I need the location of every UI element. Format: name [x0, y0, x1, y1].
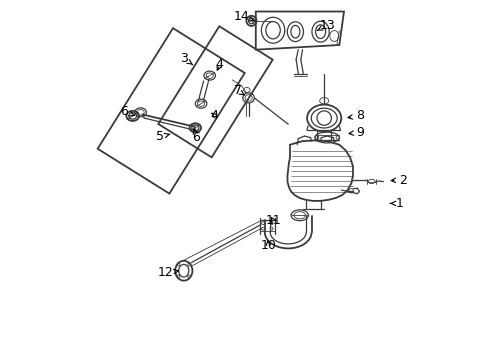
- Text: 4: 4: [211, 109, 219, 122]
- Text: 6: 6: [121, 105, 134, 118]
- Text: 12: 12: [157, 266, 179, 279]
- Text: 9: 9: [349, 126, 364, 139]
- Text: 13: 13: [317, 19, 336, 32]
- Text: 7: 7: [234, 84, 245, 97]
- Text: 14: 14: [234, 10, 255, 23]
- Text: 11: 11: [265, 214, 281, 227]
- Text: 2: 2: [391, 174, 407, 186]
- Text: 3: 3: [180, 52, 193, 65]
- Text: 8: 8: [348, 109, 364, 122]
- Text: 4: 4: [216, 58, 224, 71]
- Text: 10: 10: [261, 239, 276, 252]
- Text: 6: 6: [193, 128, 200, 144]
- Text: 1: 1: [390, 197, 404, 210]
- Text: 5: 5: [156, 130, 170, 143]
